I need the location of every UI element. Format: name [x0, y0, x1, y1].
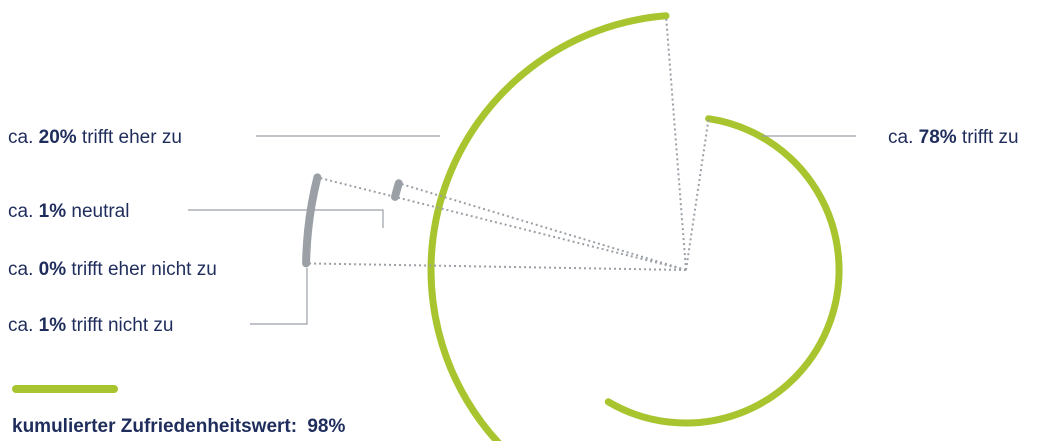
radial-separator-2 [398, 182, 687, 271]
radial-separator-4 [306, 262, 687, 271]
slice-label-value: 1% [39, 201, 67, 222]
slice-label-name: trifft zu [957, 127, 1019, 148]
slice-label-3: ca. 1% neutral [8, 201, 129, 222]
radial-separator-3 [317, 176, 687, 271]
legend-text: kumulierter Zufriedenheitswert: 98% [12, 416, 345, 437]
slice-label-value: 0% [39, 259, 67, 280]
pie-slice-arc-5 [302, 226, 313, 268]
slice-label-prefix: ca. [8, 259, 39, 280]
slice-label-value: 20% [39, 127, 77, 148]
radial-separator-main [685, 118, 710, 271]
radial-separator-1 [665, 15, 687, 271]
leader-line-3 [188, 209, 384, 228]
slice-label-5: ca. 1% trifft nicht zu [8, 315, 173, 336]
pie-slice-arc-3 [391, 179, 403, 201]
slice-label-prefix: ca. [888, 127, 919, 148]
slice-label-prefix: ca. [8, 201, 39, 222]
slice-label-name: trifft nicht zu [66, 315, 173, 336]
slice-label-name: neutral [66, 201, 129, 222]
slice-label-name: trifft eher zu [77, 127, 182, 148]
pie-slice-arc-2 [427, 12, 670, 441]
slice-label-2: ca. 20% trifft eher zu [8, 127, 182, 148]
slice-label-prefix: ca. [8, 127, 39, 148]
slice-label-prefix: ca. [8, 315, 39, 336]
slice-label-value: 78% [919, 127, 957, 148]
pie-slice-arc-4 [304, 173, 322, 235]
legend-swatch [12, 385, 118, 393]
pie-arcs [302, 12, 843, 441]
slice-label-name: trifft eher nicht zu [66, 259, 217, 280]
legend-value: 98% [307, 416, 345, 437]
slice-label-1: ca. 78% trifft zu [888, 127, 1019, 148]
leader-lines [188, 135, 856, 325]
legend-label: kumulierter Zufriedenheitswert: [12, 416, 297, 437]
leader-line-5 [250, 268, 308, 325]
slice-label-4: ca. 0% trifft eher nicht zu [8, 259, 217, 280]
slice-label-value: 1% [39, 315, 67, 336]
pie-slice-arc-1 [604, 115, 843, 427]
